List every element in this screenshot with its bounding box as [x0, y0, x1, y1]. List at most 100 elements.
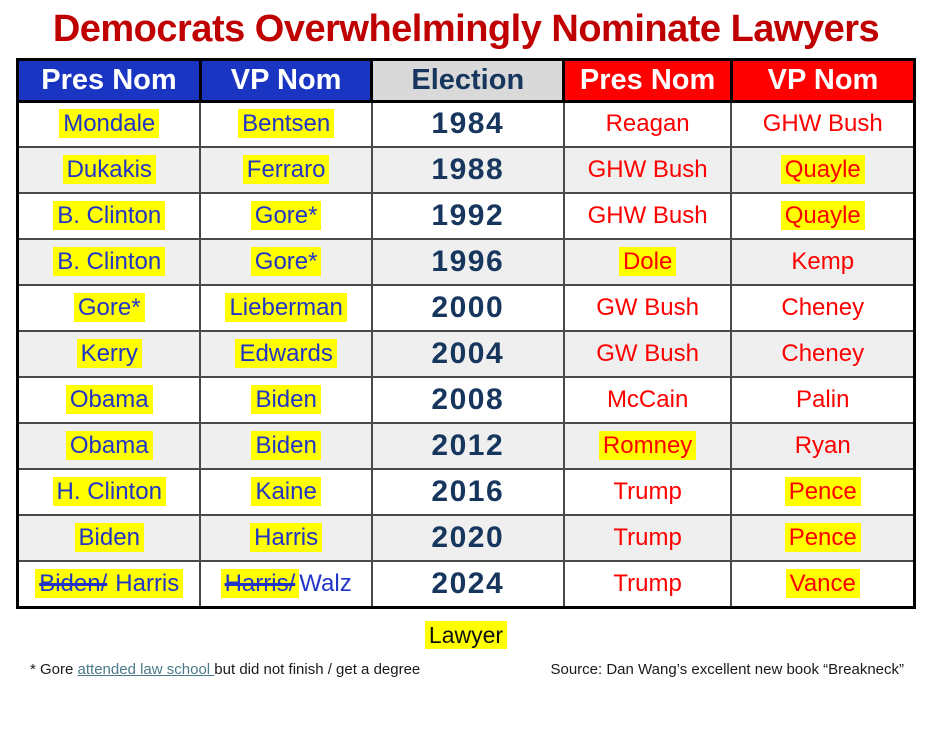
nominee-text: B. Clinton: [53, 247, 166, 277]
year-text: 1996: [431, 245, 505, 279]
cell-dem-pres-1996: B. Clinton: [16, 238, 202, 287]
cell-rep-pres-2020: Trump: [562, 514, 733, 563]
cell-year-2016: 2016: [370, 468, 565, 517]
nominee-text: Bentsen: [238, 109, 335, 139]
cell-year-1992: 1992: [370, 192, 565, 241]
cell-rep-pres-2008: McCain: [562, 376, 733, 425]
cell-rep-pres-1992: GHW Bush: [562, 192, 733, 241]
nominee-text: Vance: [785, 568, 860, 598]
table-row-1984: Mondale Bentsen 1984 Reagan GHW Bush: [16, 100, 916, 149]
cell-rep-vp-2012: Ryan: [730, 422, 916, 471]
nominee-text: GW Bush: [596, 340, 699, 368]
cell-year-1988: 1988: [370, 146, 565, 195]
cell-dem-vp-1992: Gore*: [199, 192, 373, 241]
nominee-text: Kemp: [791, 248, 855, 276]
nominee-text: Dole: [618, 247, 677, 277]
nominee-text: Obama: [65, 431, 153, 461]
year-text: 2020: [431, 521, 505, 555]
nominee-text: McCain: [606, 386, 689, 414]
header-vp-nom-rep: VP Nom: [729, 57, 917, 103]
cell-rep-vp-2008: Palin: [730, 376, 916, 425]
nominee-text: Quayle: [780, 155, 865, 185]
nominee-text: Trump: [613, 569, 682, 597]
table-row-2004: Kerry Edwards 2004 GW Bush Cheney: [16, 330, 916, 379]
nominee-text: B. Clinton: [53, 201, 166, 231]
cell-rep-pres-2024: Trump: [562, 560, 733, 609]
nominee-text: Biden: [251, 385, 321, 415]
table-row-2016: H. Clinton Kaine 2016 Trump Pence: [16, 468, 916, 517]
nominee-text: Lieberman: [225, 293, 347, 323]
nominee-text: Gore*: [250, 201, 322, 231]
nominees-table: Pres Nom VP Nom Election Pres Nom VP Nom Mon…: [16, 57, 917, 609]
cell-year-1996: 1996: [370, 238, 565, 287]
cell-dem-pres-1992: B. Clinton: [16, 192, 202, 241]
attended-law-school-link[interactable]: attended law school: [77, 660, 215, 678]
cell-dem-pres-2024: Biden/Harris: [16, 560, 202, 609]
cell-rep-pres-1988: GHW Bush: [562, 146, 733, 195]
nominee-text: Cheney: [781, 340, 865, 368]
nominee-text: Biden/: [35, 568, 112, 598]
cell-rep-pres-2016: Trump: [562, 468, 733, 517]
cell-rep-pres-2012: Romney: [562, 422, 733, 471]
cell-year-2000: 2000: [370, 284, 565, 333]
cell-rep-vp-1996: Kemp: [730, 238, 916, 287]
nominee-text: Trump: [613, 478, 682, 506]
cell-dem-vp-2008: Biden: [199, 376, 373, 425]
nominee-text: Biden: [251, 431, 321, 461]
nominee-text: Reagan: [605, 110, 690, 138]
nominee-text: Pence: [784, 477, 861, 507]
cell-year-2020: 2020: [370, 514, 565, 563]
nominee-text: Gore*: [250, 247, 322, 277]
cell-rep-pres-2000: GW Bush: [562, 284, 733, 333]
table-row-2024: Biden/Harris Harris/Walz 2024 Trump Vance: [16, 560, 916, 609]
nominee-text: Trump: [613, 524, 682, 552]
year-text: 2008: [431, 383, 505, 417]
table-row-1992: B. Clinton Gore* 1992 GHW Bush Quayle: [16, 192, 916, 241]
legend: Lawyer: [0, 620, 932, 649]
legend-lawyer-chip: Lawyer: [424, 620, 508, 649]
nominee-text: GHW Bush: [587, 156, 708, 184]
cell-dem-pres-2020: Biden: [16, 514, 202, 563]
cell-year-2004: 2004: [370, 330, 565, 379]
cell-dem-pres-2012: Obama: [16, 422, 202, 471]
footnote-suffix: but did not finish / get a degree: [214, 660, 421, 678]
nominee-text: Kerry: [76, 339, 142, 369]
cell-dem-pres-2004: Kerry: [16, 330, 202, 379]
header-pres-nom-dem: Pres Nom: [16, 57, 202, 103]
table-header-row: Pres Nom VP Nom Election Pres Nom VP Nom: [16, 57, 917, 103]
cell-rep-vp-2020: Pence: [730, 514, 916, 563]
cell-dem-pres-2008: Obama: [16, 376, 202, 425]
table-row-1996: B. Clinton Gore* 1996 Dole Kemp: [16, 238, 916, 287]
nominee-text: Pence: [784, 523, 861, 553]
nominee-text: Ryan: [794, 432, 851, 460]
year-text: 2000: [431, 291, 505, 325]
cell-dem-vp-2000: Lieberman: [199, 284, 373, 333]
nominee-text: Harris: [250, 523, 323, 553]
table-row-2020: Biden Harris 2020 Trump Pence: [16, 514, 916, 563]
nominee-text: GHW Bush: [587, 202, 708, 230]
cell-rep-vp-2016: Pence: [730, 468, 916, 517]
cell-dem-vp-2024: Harris/Walz: [199, 560, 373, 609]
cell-dem-pres-2016: H. Clinton: [16, 468, 202, 517]
cell-dem-pres-1988: Dukakis: [16, 146, 202, 195]
year-text: 1984: [431, 107, 505, 141]
nominee-text: Cheney: [781, 294, 865, 322]
nominee-text: Obama: [65, 385, 153, 415]
page-title: Democrats Overwhelmingly Nominate Lawyer…: [52, 8, 880, 50]
nominee-text: Dukakis: [62, 155, 156, 185]
nominee-text: Walz: [299, 569, 352, 597]
cell-dem-vp-1996: Gore*: [199, 238, 373, 287]
cell-year-2008: 2008: [370, 376, 565, 425]
table-row-2012: Obama Biden 2012 Romney Ryan: [16, 422, 916, 471]
gore-footnote: * Gore attended law school but did not f…: [30, 661, 420, 678]
cell-rep-pres-2004: GW Bush: [562, 330, 733, 379]
cell-rep-vp-2000: Cheney: [730, 284, 916, 333]
nominee-text: Kaine: [251, 477, 321, 507]
cell-dem-vp-1984: Bentsen: [199, 100, 373, 149]
header-vp-nom-dem: VP Nom: [198, 57, 374, 103]
nominee-text: Biden: [74, 523, 144, 553]
nominee-text: Harris/: [220, 568, 300, 598]
nominee-text: H. Clinton: [52, 477, 166, 507]
table-row-2000: Gore* Lieberman 2000 GW Bush Cheney: [16, 284, 916, 333]
cell-dem-pres-1984: Mondale: [16, 100, 202, 149]
